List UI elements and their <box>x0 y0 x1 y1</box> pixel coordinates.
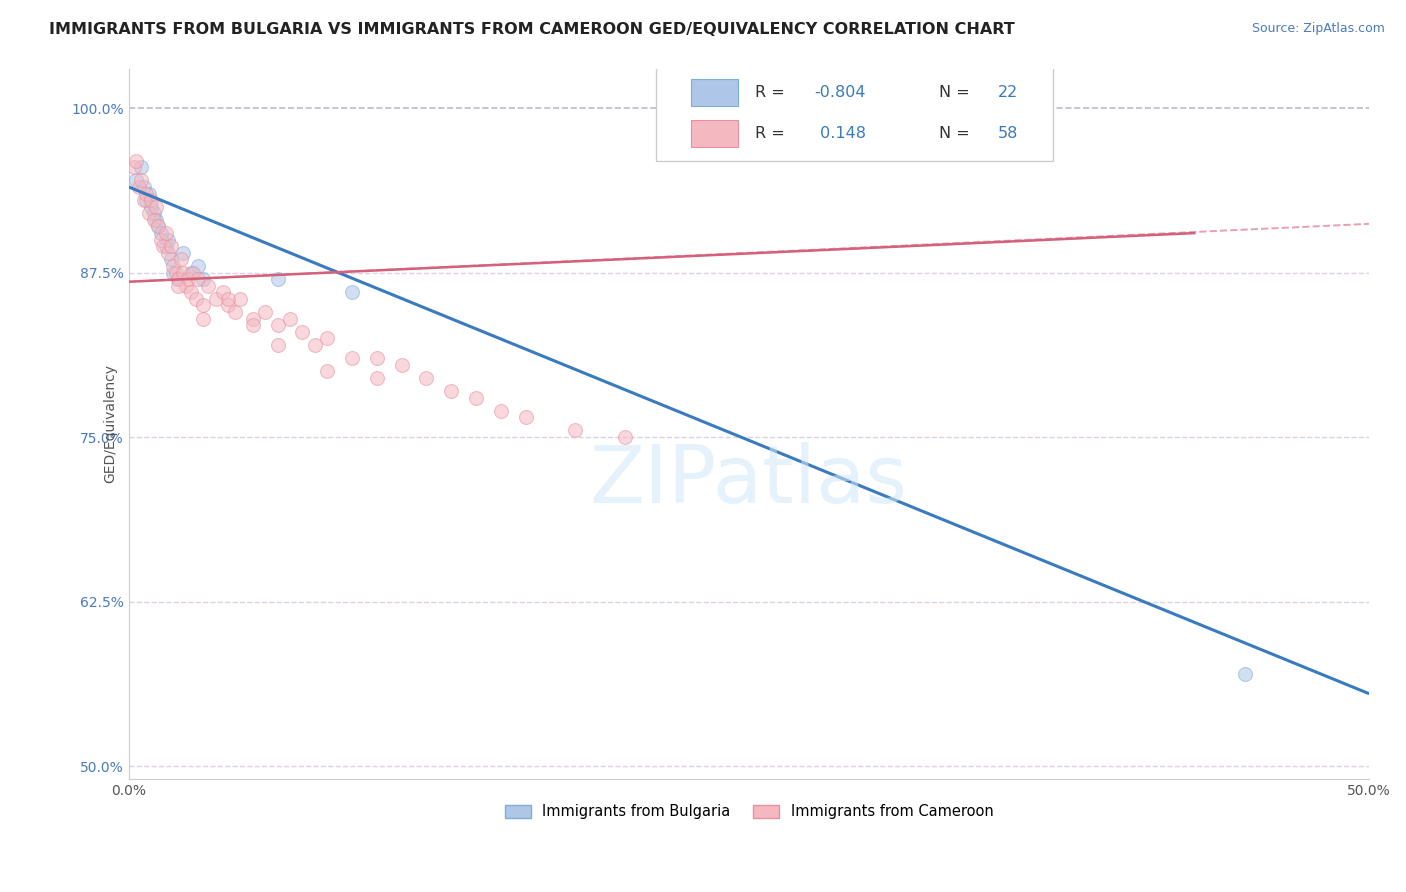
Point <box>304 338 326 352</box>
Point <box>217 298 239 312</box>
Point <box>129 160 152 174</box>
Point <box>191 298 214 312</box>
Point <box>167 272 190 286</box>
Point <box>152 239 174 253</box>
Point <box>180 266 202 280</box>
Point <box>148 219 170 234</box>
Point <box>366 351 388 365</box>
Point <box>138 206 160 220</box>
Point <box>139 193 162 207</box>
Point <box>197 278 219 293</box>
Point <box>157 245 180 260</box>
Point <box>125 153 148 168</box>
Point <box>177 272 200 286</box>
Point <box>129 173 152 187</box>
Text: -0.804: -0.804 <box>814 85 866 100</box>
Point <box>224 305 246 319</box>
Point <box>162 259 184 273</box>
Point <box>229 292 252 306</box>
Point <box>132 193 155 207</box>
Point <box>165 266 187 280</box>
Point <box>266 272 288 286</box>
Text: ZIPatlas: ZIPatlas <box>591 442 908 520</box>
Point <box>145 200 167 214</box>
Point <box>184 292 207 306</box>
Point <box>128 180 150 194</box>
Point <box>415 371 437 385</box>
Point <box>187 259 209 273</box>
Point <box>212 285 235 300</box>
Point <box>291 325 314 339</box>
Point <box>366 371 388 385</box>
Text: R =: R = <box>755 126 790 141</box>
Point <box>155 226 177 240</box>
Point <box>162 266 184 280</box>
Point <box>254 305 277 319</box>
Point <box>391 358 413 372</box>
Point <box>149 233 172 247</box>
Point <box>170 252 193 267</box>
Point <box>122 160 145 174</box>
Point <box>340 351 363 365</box>
Point <box>172 266 194 280</box>
FancyBboxPatch shape <box>690 79 738 106</box>
Text: Source: ZipAtlas.com: Source: ZipAtlas.com <box>1251 22 1385 36</box>
Point <box>172 245 194 260</box>
Point <box>242 318 264 333</box>
Point <box>278 311 301 326</box>
Point <box>266 318 288 333</box>
Point <box>145 213 167 227</box>
Point <box>1234 667 1257 681</box>
Point <box>139 200 162 214</box>
Point <box>135 193 157 207</box>
Point <box>181 266 204 280</box>
Point <box>167 278 190 293</box>
Point <box>132 180 155 194</box>
FancyBboxPatch shape <box>690 120 738 147</box>
Point <box>180 285 202 300</box>
Point <box>613 430 636 444</box>
FancyBboxPatch shape <box>655 65 1053 161</box>
Point <box>125 173 148 187</box>
Legend: Immigrants from Bulgaria, Immigrants from Cameroon: Immigrants from Bulgaria, Immigrants fro… <box>499 798 1000 825</box>
Point <box>149 226 172 240</box>
Point <box>148 219 170 234</box>
Text: 22: 22 <box>998 85 1018 100</box>
Text: N =: N = <box>939 85 974 100</box>
Point <box>160 239 183 253</box>
Point <box>489 403 512 417</box>
Point <box>340 285 363 300</box>
Text: 0.148: 0.148 <box>814 126 866 141</box>
Point <box>138 186 160 201</box>
Point <box>465 391 488 405</box>
Point <box>142 213 165 227</box>
Point <box>191 311 214 326</box>
Point <box>316 331 339 345</box>
Text: N =: N = <box>939 126 974 141</box>
Point <box>167 272 190 286</box>
Point <box>242 311 264 326</box>
Y-axis label: GED/Equivalency: GED/Equivalency <box>104 365 118 483</box>
Point <box>564 424 586 438</box>
Point <box>316 364 339 378</box>
Text: R =: R = <box>755 85 790 100</box>
Point <box>515 410 537 425</box>
Point <box>155 239 177 253</box>
Point <box>204 292 226 306</box>
Text: 58: 58 <box>998 126 1018 141</box>
Point <box>266 338 288 352</box>
Point <box>187 272 209 286</box>
Point <box>191 272 214 286</box>
Point <box>135 186 157 201</box>
Point <box>142 206 165 220</box>
Text: IMMIGRANTS FROM BULGARIA VS IMMIGRANTS FROM CAMEROON GED/EQUIVALENCY CORRELATION: IMMIGRANTS FROM BULGARIA VS IMMIGRANTS F… <box>49 22 1015 37</box>
Point <box>217 292 239 306</box>
Point <box>174 278 197 293</box>
Point <box>160 252 183 267</box>
Point <box>440 384 463 398</box>
Point <box>157 233 180 247</box>
